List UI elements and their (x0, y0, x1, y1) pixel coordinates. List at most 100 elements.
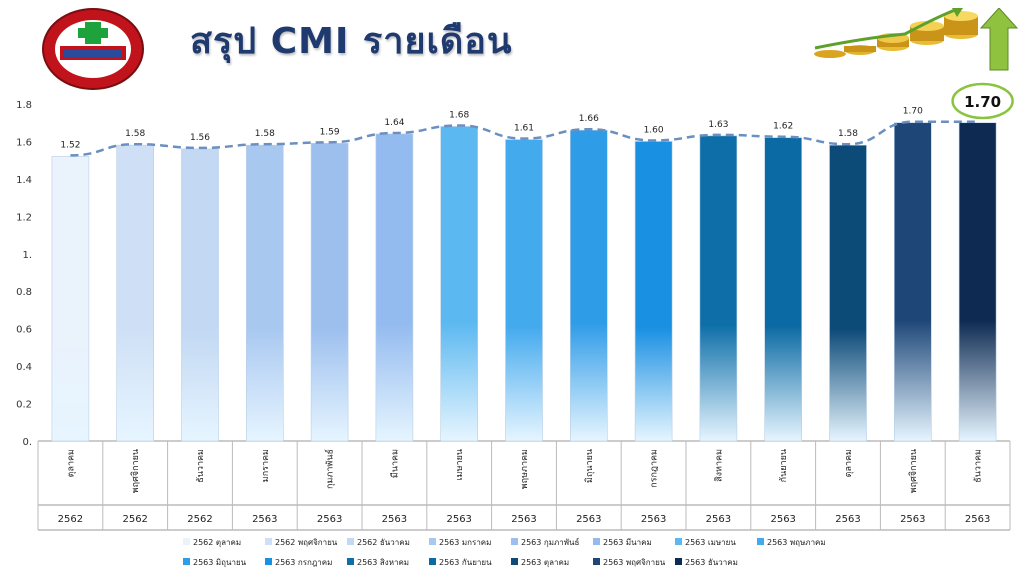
data-label: 1.58 (838, 129, 858, 139)
x-year-label: 2563 (706, 514, 731, 525)
x-tick-label: กันยายน (779, 449, 789, 482)
x-tick-label: สิงหาคม (713, 449, 724, 482)
bar (505, 139, 543, 442)
legend-entry: 2563 ตุลาคม (521, 558, 569, 567)
legend-swatch (429, 538, 436, 545)
legend-entry: 2563 พฤศจิกายน (603, 558, 666, 567)
legend-swatch (347, 558, 354, 565)
bar (246, 144, 284, 442)
x-year-label: 2563 (317, 514, 342, 525)
up-arrow-icon (979, 8, 1019, 71)
legend-swatch (183, 538, 190, 545)
legend-entry: 2563 พฤษภาคม (767, 538, 826, 547)
callout-circle (951, 82, 1014, 120)
x-year-label: 2563 (382, 514, 407, 525)
x-year-label: 2562 (187, 514, 212, 525)
legend-entry: 2562 ตุลาคม (193, 538, 241, 547)
x-year-label: 2562 (58, 514, 83, 525)
legend-entry: 2563 เมษายน (685, 538, 736, 547)
y-tick-label: 0.2 (16, 400, 32, 411)
data-label: 1.68 (449, 110, 469, 120)
x-year-label: 2563 (252, 514, 277, 525)
x-year-label: 2563 (900, 514, 925, 525)
bar (181, 148, 219, 442)
legend-entry: 2563 มีนาคม (603, 538, 652, 547)
data-label: 1.63 (708, 120, 728, 130)
legend-entry: 2563 กรกฎาคม (275, 558, 332, 567)
y-tick-label: 0.8 (16, 287, 32, 298)
x-tick-label: ตุลาคม (66, 449, 76, 477)
legend-swatch (675, 558, 682, 565)
bar (764, 137, 803, 442)
x-tick-label: มกราคม (261, 449, 271, 482)
bar (958, 122, 997, 442)
legend-swatch (593, 538, 600, 545)
legend-swatch (593, 558, 600, 565)
callout-value: 1.70 (964, 93, 1001, 111)
legend-swatch (511, 538, 518, 545)
x-tick-label: พฤษภาคม (520, 449, 530, 489)
x-year-label: 2563 (576, 514, 601, 525)
x-year-label: 2563 (965, 514, 990, 525)
legend-entry: 2562 ธันวาคม (357, 538, 410, 547)
trend-line (70, 120, 978, 157)
data-label: 1.58 (125, 129, 145, 139)
data-label: 1.52 (60, 140, 80, 150)
y-tick-label: 0.4 (16, 362, 32, 373)
legend-entry: 2563 มกราคม (439, 538, 491, 547)
x-year-label: 2563 (511, 514, 536, 525)
data-label: 1.70 (903, 107, 923, 117)
data-label: 1.66 (579, 114, 599, 124)
y-tick-label: 1.4 (16, 175, 32, 186)
data-label: 1.58 (255, 129, 275, 139)
bar (893, 122, 932, 442)
bar (310, 143, 349, 442)
x-tick-label: กุมภาพันธ์ (324, 449, 336, 489)
bar (699, 135, 738, 442)
legend-entry: 2563 สิงหาคม (357, 558, 409, 567)
y-tick-label: 1.2 (16, 212, 32, 223)
legend-entry: 2563 ธันวาคม (685, 558, 738, 567)
y-tick-label: 1.6 (16, 137, 32, 148)
bar (375, 133, 414, 442)
x-year-label: 2563 (446, 514, 471, 525)
y-tick-label: 1.8 (16, 100, 32, 111)
x-tick-label: ตุลาคม (844, 449, 854, 477)
legend-swatch (183, 558, 190, 565)
legend-swatch (429, 558, 436, 565)
page-title: สรุป CMI รายเดือน (190, 21, 513, 62)
x-tick-label: ธันวาคม (196, 449, 206, 483)
x-tick-label: พฤศจิกายน (130, 449, 141, 493)
bar (569, 129, 608, 442)
data-label: 1.56 (190, 133, 210, 143)
legend-entry: 2563 กันยายน (439, 558, 492, 567)
y-tick-label: 0.6 (16, 325, 32, 336)
x-year-label: 2563 (835, 514, 860, 525)
hospital-logo (42, 8, 144, 90)
x-tick-label: กรกฎาคม (650, 449, 660, 488)
x-tick-label: มีนาคม (389, 449, 400, 478)
legend-entry: 2562 พฤศจิกายน (275, 538, 338, 547)
data-label: 1.64 (384, 118, 404, 128)
x-tick-label: พฤศจิกายน (908, 449, 919, 493)
legend-swatch (757, 538, 764, 545)
x-tick-label: มิถุนายน (584, 449, 595, 483)
legend-swatch (265, 558, 272, 565)
data-label: 1.59 (320, 127, 340, 137)
legend-entry: 2563 มิถุนายน (193, 558, 247, 567)
bar (829, 144, 867, 442)
bar (51, 156, 90, 442)
coins-growth-icon (814, 8, 1019, 71)
data-label: 1.60 (644, 125, 664, 135)
bar (634, 141, 673, 442)
legend-swatch (511, 558, 518, 565)
legend-entry: 2563 กุมภาพันธ์ (521, 537, 580, 547)
legend-swatch (347, 538, 354, 545)
data-label: 1.61 (514, 124, 534, 134)
x-year-label: 2562 (122, 514, 147, 525)
x-year-label: 2563 (770, 514, 795, 525)
x-year-label: 2563 (641, 514, 666, 525)
bar (440, 126, 479, 442)
legend-swatch (675, 538, 682, 545)
